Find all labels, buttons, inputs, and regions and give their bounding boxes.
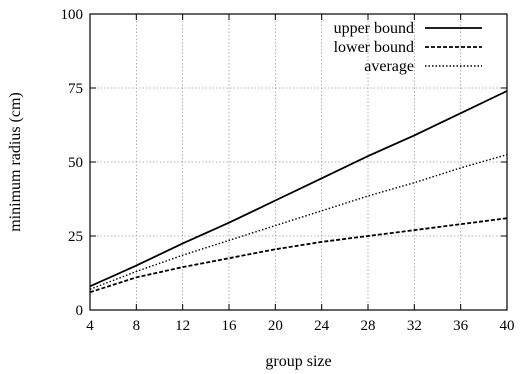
x-tick-label: 20: [268, 318, 283, 334]
axis-ticks: 4 8 12 16 20 24 28 32 36 40 0 25 50 75 100: [61, 7, 515, 334]
x-axis-label: group size: [265, 353, 331, 370]
legend-label: average: [364, 58, 414, 75]
x-tick-label: 32: [407, 318, 422, 334]
x-tick-label: 4: [86, 318, 94, 334]
legend-label: lower bound: [334, 39, 414, 56]
series-lines: [89, 90, 508, 294]
x-tick-label: 28: [361, 318, 376, 334]
y-tick-label: 25: [68, 229, 83, 245]
x-tick-label: 24: [314, 318, 330, 334]
y-tick-label: 50: [68, 155, 83, 171]
series-line-lower-bound: [89, 217, 508, 294]
legend: upper bound lower bound average: [334, 20, 482, 75]
y-tick-label: 100: [61, 7, 84, 23]
x-tick-label: 12: [175, 318, 190, 334]
x-tick-label: 36: [453, 318, 469, 334]
x-tick-label: 8: [133, 318, 141, 334]
y-tick-label: 0: [76, 303, 84, 319]
y-axis-label: minimum radius (cm): [7, 92, 24, 232]
x-tick-label: 40: [500, 318, 515, 334]
x-tick-label: 16: [222, 318, 238, 334]
legend-label: upper bound: [334, 20, 414, 37]
y-tick-label: 75: [68, 81, 83, 97]
grid: [90, 14, 507, 310]
series-line-upper-bound: [89, 90, 508, 288]
series-line-average: [89, 153, 508, 290]
